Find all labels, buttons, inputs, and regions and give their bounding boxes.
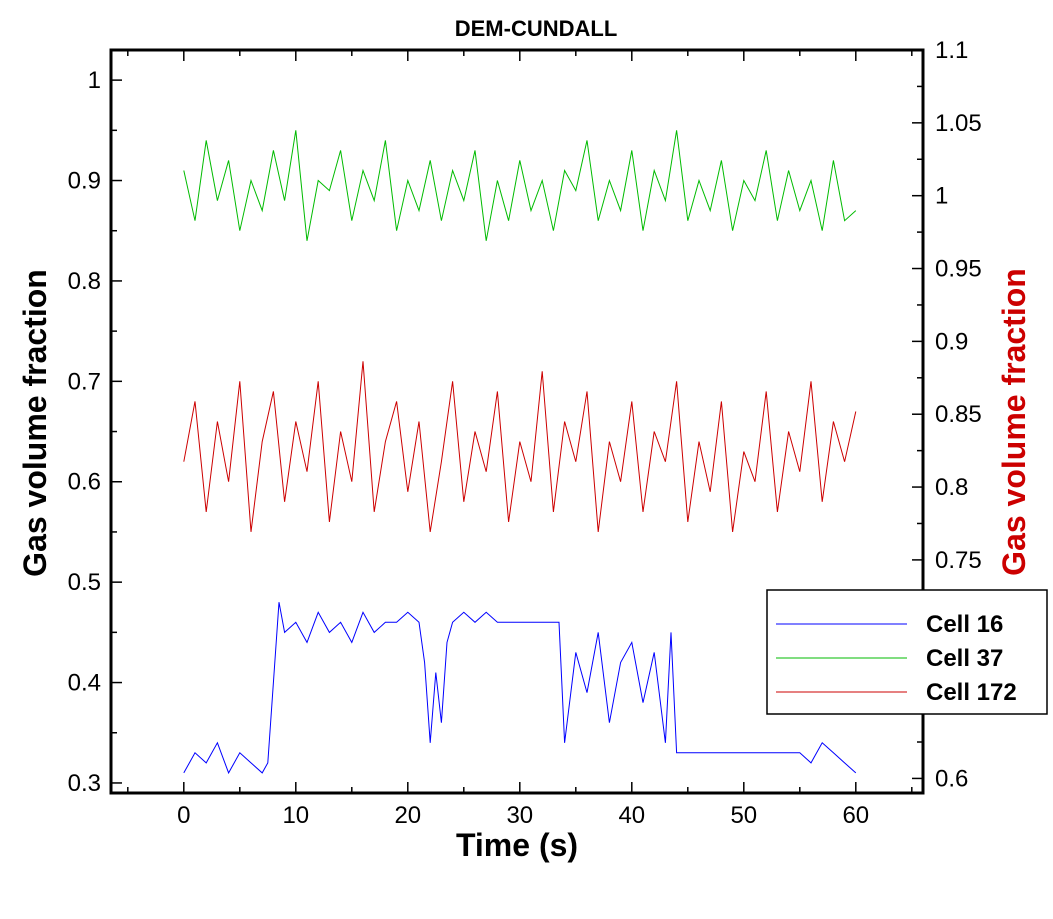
x-tick-label: 50 bbox=[730, 802, 757, 829]
y-right-tick-label: 0.6 bbox=[935, 765, 968, 792]
y-right-tick-label: 1 bbox=[935, 183, 948, 210]
y-tick-label: 0.5 bbox=[68, 569, 101, 596]
y-tick-label: 1 bbox=[88, 67, 101, 94]
y-right-tick-label: 1.1 bbox=[935, 37, 968, 64]
y-tick-label: 0.6 bbox=[68, 469, 101, 496]
series-line-cell-16 bbox=[183, 602, 857, 775]
y-right-tick-label: 1.05 bbox=[935, 110, 982, 137]
plot-frame bbox=[109, 48, 925, 795]
x-tick-label: 0 bbox=[177, 802, 190, 829]
y-right-tick-label: 0.9 bbox=[935, 328, 968, 355]
x-axis-ticks: 0 10 20 30 40 50 60 bbox=[127, 50, 913, 829]
x-tick-label: 30 bbox=[506, 802, 533, 829]
y-tick-label: 0.4 bbox=[68, 670, 101, 697]
y-tick-label: 0.3 bbox=[68, 770, 101, 797]
y-tick-label: 0.7 bbox=[68, 368, 101, 395]
y-right-tick-label: 0.75 bbox=[935, 547, 982, 574]
chart-title: DEM-CUNDALL bbox=[455, 16, 618, 41]
y-right-tick-label: 0.95 bbox=[935, 256, 982, 283]
x-axis-label: Time (s) bbox=[456, 827, 578, 863]
y-tick-label: 0.9 bbox=[68, 168, 101, 195]
y-right-tick-label: 0.8 bbox=[935, 474, 968, 501]
y-tick-label: 0.8 bbox=[68, 268, 101, 295]
legend-label-cell-37: Cell 37 bbox=[926, 645, 1003, 672]
x-tick-label: 60 bbox=[842, 802, 869, 829]
legend-box bbox=[766, 589, 1048, 715]
series-line-cell-37 bbox=[183, 130, 857, 241]
x-tick-label: 10 bbox=[282, 802, 309, 829]
legend: Cell 16 Cell 37 Cell 172 bbox=[766, 589, 1048, 715]
series-line-cell-172 bbox=[183, 361, 857, 532]
y-right-tick-label: 0.85 bbox=[935, 401, 982, 428]
x-tick-label: 40 bbox=[618, 802, 645, 829]
x-tick-label: 20 bbox=[394, 802, 421, 829]
y-axis-right-label: Gas volume fraction bbox=[996, 268, 1032, 576]
y-axis-ticks: 0.3 0.4 0.5 0.6 0.7 0.8 0.9 1 bbox=[68, 67, 122, 797]
y-axis-label: Gas volume fraction bbox=[17, 269, 53, 577]
legend-label-cell-16: Cell 16 bbox=[926, 611, 1003, 638]
series-layer bbox=[183, 130, 857, 775]
legend-label-cell-172: Cell 172 bbox=[926, 679, 1017, 706]
